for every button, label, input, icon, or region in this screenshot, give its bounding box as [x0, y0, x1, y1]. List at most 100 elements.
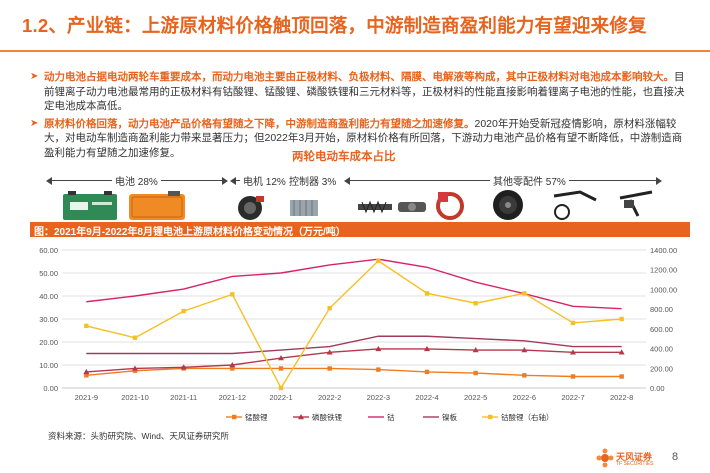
data-point [424, 345, 430, 352]
data-point [132, 365, 138, 371]
arrow-right-icon [656, 177, 662, 185]
legend-label: 磷酸铁锂 [312, 412, 342, 422]
data-point [84, 323, 89, 329]
y-left-tick-label: 10.00 [39, 361, 58, 370]
data-point [326, 349, 333, 355]
data-point [230, 292, 235, 297]
cost-label-controller: 控制器 3% [287, 173, 339, 188]
title-divider [0, 50, 710, 52]
bullet-1-text: 目前锂离子动力电池最常用的正极材料有钴酸锂、锰酸锂、磷酸铁锂和三元材料等，正极材… [44, 71, 685, 112]
data-point [522, 373, 527, 378]
data-point [618, 349, 625, 355]
x-tick-label: 2022-8 [610, 393, 633, 402]
x-tick-label: 2021-10 [121, 393, 149, 402]
y-left-tick-label: 20.00 [39, 338, 58, 347]
hub-part-icon [398, 202, 426, 212]
data-point [84, 373, 89, 378]
bullet-2-highlight: 原材料价格回落，动力电池产品价格有望随之下降，中游制造商盈利能力有望随之加速修复… [44, 117, 475, 130]
y-left-tick-label: 30.00 [39, 315, 58, 324]
y-right-tick-label: 800.00 [650, 305, 673, 314]
cost-breakdown-title: 两轮电动车成本占比 [292, 151, 396, 163]
data-point [473, 370, 478, 376]
x-tick-label: 2021-11 [170, 393, 197, 402]
data-point [424, 291, 430, 296]
x-tick-label: 2022-5 [464, 393, 487, 402]
data-point [83, 368, 90, 375]
data-point [132, 335, 138, 340]
data-point [424, 369, 430, 375]
raw-material-price-chart: 0.00 10.00 20.00 30.00 40.00 50.00 60.00 0.00 20… [39, 246, 677, 422]
arrow-left-icon [344, 177, 350, 185]
x-tick-label: 2022-4 [415, 393, 438, 402]
arrow-left-icon [46, 177, 52, 185]
battery-case-icon [129, 191, 185, 220]
wheel-icon [493, 190, 523, 220]
arrow-left-icon [230, 177, 236, 185]
legend-marker [298, 414, 304, 420]
data-point [619, 374, 624, 379]
bullet-1: ➤ 动力电池占据电动两轮车重要成本，而动力电池主要由正极材料、负极材料、隔膜、电… [30, 70, 690, 114]
y-right-tick-label: 0.00 [650, 384, 665, 393]
logo-subtext: TF SECURITIES [616, 461, 654, 467]
bullet-2-text: 2020年开始受新冠疫情影响，原材料涨幅较大，对电动车制造商盈利能力带来显著压力… [44, 117, 683, 159]
motor-icon [238, 196, 264, 220]
data-point [132, 368, 138, 373]
y-right-tick-label: 600.00 [650, 325, 673, 334]
data-point [327, 305, 332, 311]
bullet-arrow-icon: ➤ [30, 71, 39, 82]
data-point [181, 308, 186, 314]
y-right-tick-label: 1000.00 [650, 285, 677, 294]
chart-header: 图：2021年9月-2022年8月锂电池上游原材料价格变动情况（万元/吨） [30, 222, 690, 238]
handlebar-lever-icon [619, 190, 653, 217]
page-title: 1.2、产业链：上游原材料价格触顶回落，中游制造商盈利能力有望迎来修复 [22, 15, 647, 36]
data-point [570, 374, 576, 379]
data-point [229, 362, 236, 368]
y-left-tick-label: 40.00 [39, 292, 58, 301]
data-point [278, 385, 284, 391]
bullet-2: ➤ 原材料价格回落，动力电池产品价格有望随之下降，中游制造商盈利能力有望随之加速… [30, 117, 690, 161]
data-point [278, 355, 284, 361]
series-line [86, 335, 622, 355]
body-text: ➤ 动力电池占据电动两轮车重要成本，而动力电池主要由正极材料、负极材料、隔膜、电… [30, 70, 690, 163]
data-point [473, 301, 478, 306]
y-right-tick-label: 400.00 [650, 345, 673, 354]
data-point [521, 347, 528, 353]
battery-pack-icon [63, 191, 117, 220]
y-left-tick-label: 0.00 [43, 384, 58, 393]
legend-label: 镍板 [442, 412, 457, 422]
series-line [86, 258, 622, 310]
controller-icon [290, 200, 318, 216]
y-left-tick-label: 50.00 [39, 269, 58, 278]
x-tick-label: 2022-3 [367, 393, 390, 402]
source-note: 资料来源：头豹研究院、Wind、天风证券研究所 [48, 431, 229, 441]
x-tick-label: 2021-9 [75, 393, 98, 402]
data-point [375, 345, 382, 352]
data-point [327, 366, 332, 371]
x-tick-label: 2021-12 [219, 393, 247, 402]
data-point [570, 320, 576, 326]
data-point [180, 364, 187, 370]
data-point [376, 258, 381, 264]
cost-label-parts: 其他零配件 57% [490, 173, 569, 188]
legend-marker [232, 414, 237, 420]
logo-text: 天风证券 [616, 452, 653, 462]
arrow-right-icon [222, 177, 228, 185]
tf-securities-logo [596, 448, 614, 468]
x-tick-label: 2022-7 [561, 393, 584, 402]
legend-label: 钴 [387, 412, 395, 422]
shock-absorber-icon [358, 200, 392, 214]
bullet-1-highlight: 动力电池占据电动两轮车重要成本，而动力电池主要由正极材料、负极材料、隔膜、电解液… [44, 71, 674, 83]
brake-caliper-icon [436, 192, 464, 220]
data-point [522, 291, 527, 296]
legend-label: 钴酸锂（右轴） [501, 412, 554, 422]
y-right-tick-label: 200.00 [650, 364, 673, 373]
y-right-tick-label: 1400.00 [650, 246, 677, 255]
page-number: 8 [672, 451, 679, 463]
data-point [230, 366, 235, 371]
data-point [472, 347, 479, 353]
bullet-arrow-icon: ➤ [30, 117, 39, 129]
legend-marker [488, 414, 493, 420]
data-point [278, 366, 284, 371]
data-point [376, 367, 381, 372]
series-line [86, 367, 622, 378]
